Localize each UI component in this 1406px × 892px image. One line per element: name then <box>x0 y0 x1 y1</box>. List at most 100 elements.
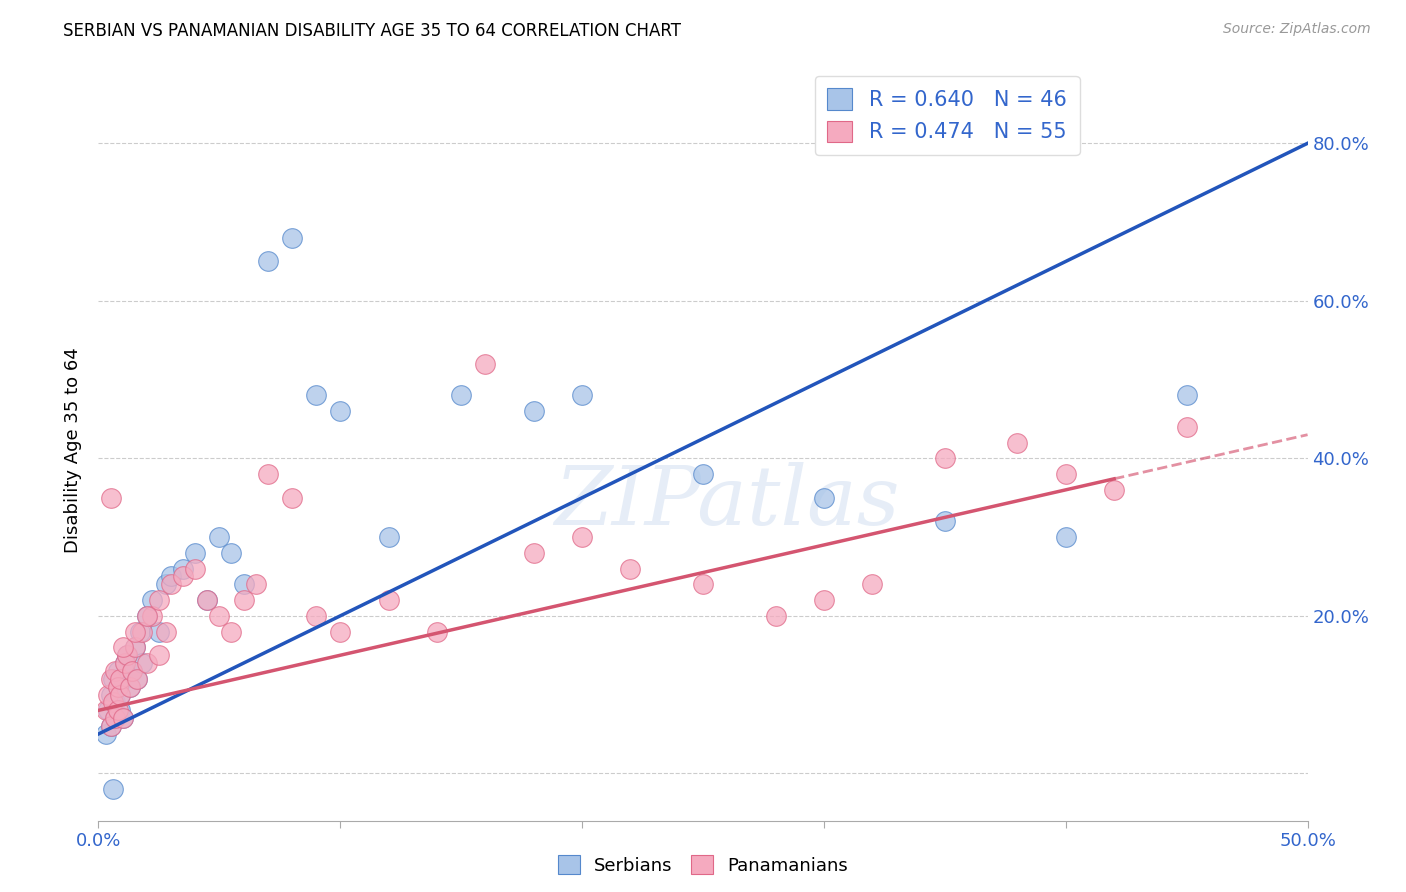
Point <box>118 680 141 694</box>
Point <box>172 561 194 575</box>
Point <box>450 388 472 402</box>
Point <box>135 608 157 623</box>
Point <box>135 608 157 623</box>
Point <box>1054 467 1077 481</box>
Point <box>111 711 134 725</box>
Point <box>124 640 146 655</box>
Point <box>128 624 150 639</box>
Point <box>111 640 134 655</box>
Point <box>155 624 177 639</box>
Text: SERBIAN VS PANAMANIAN DISABILITY AGE 35 TO 64 CORRELATION CHART: SERBIAN VS PANAMANIAN DISABILITY AGE 35 … <box>63 22 682 40</box>
Point <box>571 388 593 402</box>
Point <box>108 688 131 702</box>
Point <box>94 703 117 717</box>
Point <box>619 561 641 575</box>
Point <box>155 577 177 591</box>
Point <box>94 727 117 741</box>
Point <box>114 656 136 670</box>
Point <box>101 782 124 797</box>
Point <box>256 467 278 481</box>
Legend: Serbians, Panamanians: Serbians, Panamanians <box>551 848 855 882</box>
Point <box>232 593 254 607</box>
Point <box>111 672 134 686</box>
Point <box>108 672 131 686</box>
Point <box>108 703 131 717</box>
Point <box>571 530 593 544</box>
Point <box>100 688 122 702</box>
Point <box>934 451 956 466</box>
Point <box>141 593 163 607</box>
Point <box>172 569 194 583</box>
Point <box>104 696 127 710</box>
Point <box>111 711 134 725</box>
Point <box>1175 388 1198 402</box>
Point <box>281 231 304 245</box>
Point <box>141 608 163 623</box>
Point <box>256 254 278 268</box>
Point <box>377 530 399 544</box>
Point <box>1007 435 1029 450</box>
Point <box>232 577 254 591</box>
Point <box>148 593 170 607</box>
Point <box>934 514 956 528</box>
Point <box>221 624 243 639</box>
Point <box>160 577 183 591</box>
Point <box>329 624 352 639</box>
Point <box>148 624 170 639</box>
Point <box>305 388 328 402</box>
Point <box>135 656 157 670</box>
Point <box>104 664 127 678</box>
Point <box>160 569 183 583</box>
Point <box>1054 530 1077 544</box>
Point <box>765 608 787 623</box>
Point <box>184 546 207 560</box>
Point <box>208 608 231 623</box>
Point <box>107 680 129 694</box>
Point <box>377 593 399 607</box>
Point <box>305 608 328 623</box>
Point <box>131 656 153 670</box>
Point <box>692 467 714 481</box>
Point <box>692 577 714 591</box>
Y-axis label: Disability Age 35 to 64: Disability Age 35 to 64 <box>65 348 83 553</box>
Text: Source: ZipAtlas.com: Source: ZipAtlas.com <box>1223 22 1371 37</box>
Point <box>104 711 127 725</box>
Point <box>426 624 449 639</box>
Point <box>148 648 170 663</box>
Point <box>101 696 124 710</box>
Point <box>281 491 304 505</box>
Point <box>329 404 352 418</box>
Point <box>117 648 139 663</box>
Point <box>124 624 146 639</box>
Point <box>104 711 127 725</box>
Point <box>523 404 546 418</box>
Point <box>107 664 129 678</box>
Point <box>195 593 218 607</box>
Point <box>107 680 129 694</box>
Point <box>813 491 835 505</box>
Point <box>245 577 267 591</box>
Point <box>127 672 149 686</box>
Point <box>813 593 835 607</box>
Point <box>184 561 207 575</box>
Point <box>474 357 496 371</box>
Point <box>100 719 122 733</box>
Point <box>208 530 231 544</box>
Point <box>121 664 143 678</box>
Point <box>97 703 120 717</box>
Point <box>114 656 136 670</box>
Point <box>127 672 149 686</box>
Point <box>100 491 122 505</box>
Point <box>107 703 129 717</box>
Point <box>860 577 883 591</box>
Point <box>117 648 139 663</box>
Point <box>121 664 143 678</box>
Point <box>131 624 153 639</box>
Point <box>124 640 146 655</box>
Point <box>221 546 243 560</box>
Point <box>1175 420 1198 434</box>
Point <box>108 688 131 702</box>
Point <box>101 672 124 686</box>
Text: ZIPatlas: ZIPatlas <box>554 462 900 542</box>
Point <box>100 719 122 733</box>
